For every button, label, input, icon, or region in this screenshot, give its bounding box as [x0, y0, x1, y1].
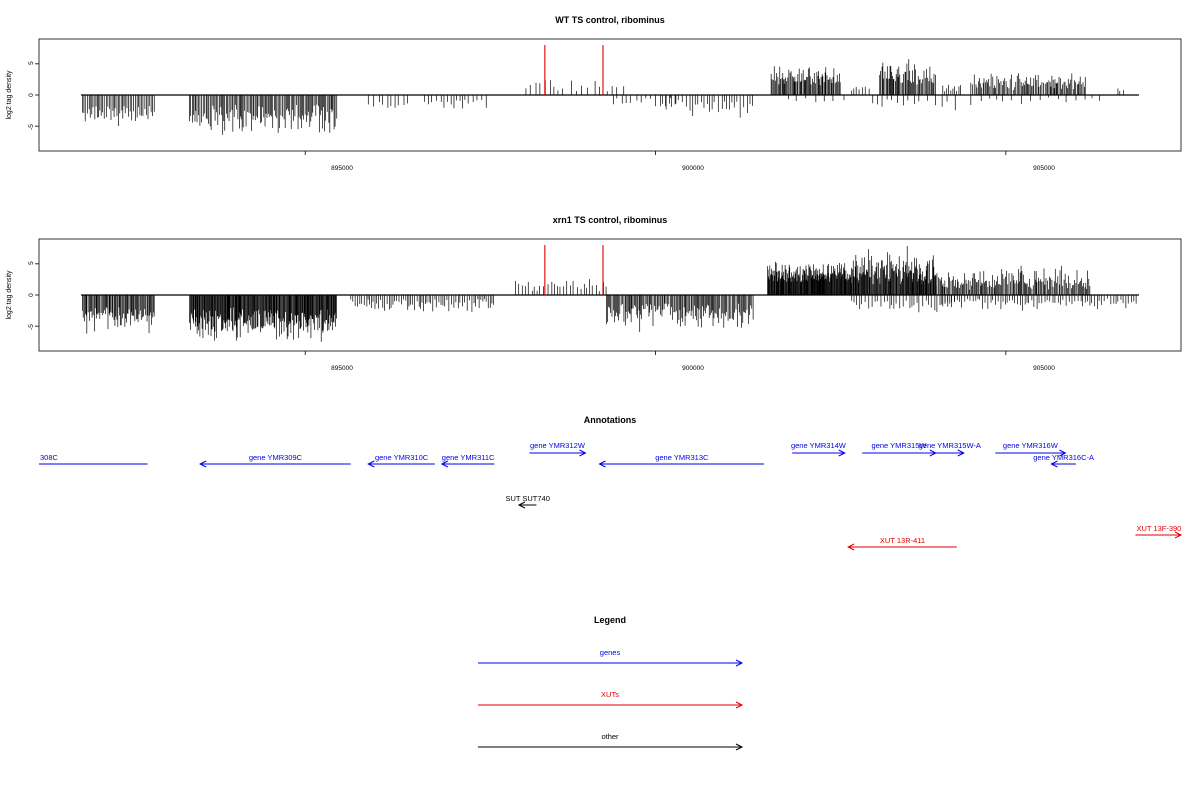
feature-gene: gene YMR313C: [598, 453, 765, 468]
x-tick-label-900000: 900000: [682, 365, 704, 372]
feature-gene: gene YMR316C-A: [1033, 453, 1094, 468]
feature-label: gene YMR315W: [872, 441, 928, 450]
feature-label: XUT 13R-411: [880, 536, 925, 545]
feature-xut: XUT 13R-411: [847, 536, 957, 551]
svg-text:5: 5: [28, 261, 35, 265]
feature-gene: gene YMR309C: [199, 453, 351, 468]
feature-gene: gene YMR312W: [529, 441, 587, 457]
x-tick-label-905000: 905000: [1033, 365, 1055, 372]
feature-label: gene YMR316W: [1003, 441, 1059, 450]
density-bars: [82, 245, 1137, 342]
arrowhead-right: [579, 449, 587, 457]
legend-arrowhead: [735, 701, 744, 709]
x-tick-label-900000: 900000: [682, 165, 704, 172]
svg-text:0: 0: [28, 93, 35, 97]
xrn1-coverage-track: xrn1 TS control, ribominus log2 tag dens…: [6, 215, 1182, 372]
legend-item-other: other: [478, 732, 744, 751]
y-tick-label-0: 0: [28, 93, 35, 97]
legend-item-xuts: XUTs: [478, 690, 744, 709]
feature-other: SUT SUT740: [505, 494, 550, 509]
arrowhead-right: [1059, 449, 1067, 457]
arrowhead-left: [517, 501, 526, 509]
feature-label: gene YMR316C-A: [1033, 453, 1094, 462]
svg-text:5: 5: [28, 61, 35, 65]
x-tick-label-895000: 895000: [331, 165, 353, 172]
density-bars: [82, 59, 1125, 135]
legend: Legend genes XUTs other: [478, 615, 744, 751]
arrowhead-left: [598, 460, 606, 468]
svg-text:-5: -5: [28, 124, 35, 130]
y-axis-label: log2 tag density: [6, 70, 13, 120]
legend-label: XUTs: [601, 690, 619, 699]
feature-gene: gene YMR316W: [995, 441, 1067, 457]
annotations-title: Annotations: [584, 415, 637, 425]
legend-arrowhead: [735, 659, 744, 667]
arrowhead-left: [199, 460, 207, 468]
arrowhead-right: [957, 449, 965, 457]
feature-gene: gene YMR310C: [367, 453, 435, 468]
feature-gene: gene YMR311C: [440, 453, 495, 468]
arrowhead-left: [847, 543, 855, 551]
legend-title: Legend: [594, 615, 626, 625]
legend-arrowhead: [735, 743, 744, 751]
y-tick-label-neg5: -5: [28, 324, 35, 330]
y-tick-label-5: 5: [28, 261, 35, 265]
arrowhead-left: [1050, 460, 1058, 468]
feature-label: gene YMR310C: [375, 453, 429, 462]
y-tick-label-5: 5: [28, 61, 35, 65]
track-title: xrn1 TS control, ribominus: [553, 215, 668, 225]
feature-gene: gene YMR314W: [791, 441, 847, 457]
annotations-panel: Annotations 308C gene YMR309C gene YMR310C…: [39, 415, 1183, 551]
feature-label: gene YMR315W-A: [919, 441, 981, 450]
svg-text:0: 0: [28, 293, 35, 297]
feature-label: gene YMR312W: [530, 441, 586, 450]
x-tick-label-905000: 905000: [1033, 165, 1055, 172]
arrowhead-right: [1174, 531, 1183, 539]
feature-gene: gene YMR315W-A: [919, 441, 981, 457]
feature-label: gene YMR313C: [655, 453, 709, 462]
feature-xut: XUT 13F-390: [1135, 524, 1183, 539]
x-tick-label-895000: 895000: [331, 365, 353, 372]
feature-label: 308C: [40, 453, 59, 462]
svg-text:-5: -5: [28, 324, 35, 330]
legend-label: genes: [600, 648, 621, 657]
arrowhead-right: [838, 449, 846, 457]
feature-label: XUT 13F-390: [1136, 524, 1181, 533]
feature-label: gene YMR314W: [791, 441, 847, 450]
track-title: WT TS control, ribominus: [555, 15, 665, 25]
feature-label: gene YMR311C: [442, 453, 495, 462]
feature-gene: 308C: [39, 453, 148, 465]
legend-item-genes: genes: [478, 648, 744, 667]
arrowhead-left: [440, 460, 449, 468]
arrowhead-left: [367, 460, 375, 468]
legend-label: other: [601, 732, 619, 741]
y-tick-label-neg5: -5: [28, 124, 35, 130]
wt-coverage-track: WT TS control, ribominus log2 tag densit…: [6, 15, 1182, 172]
feature-label: gene YMR309C: [249, 453, 303, 462]
y-axis-label: log2 tag density: [6, 270, 13, 320]
feature-label: SUT SUT740: [505, 494, 549, 503]
y-tick-label-0: 0: [28, 293, 35, 297]
